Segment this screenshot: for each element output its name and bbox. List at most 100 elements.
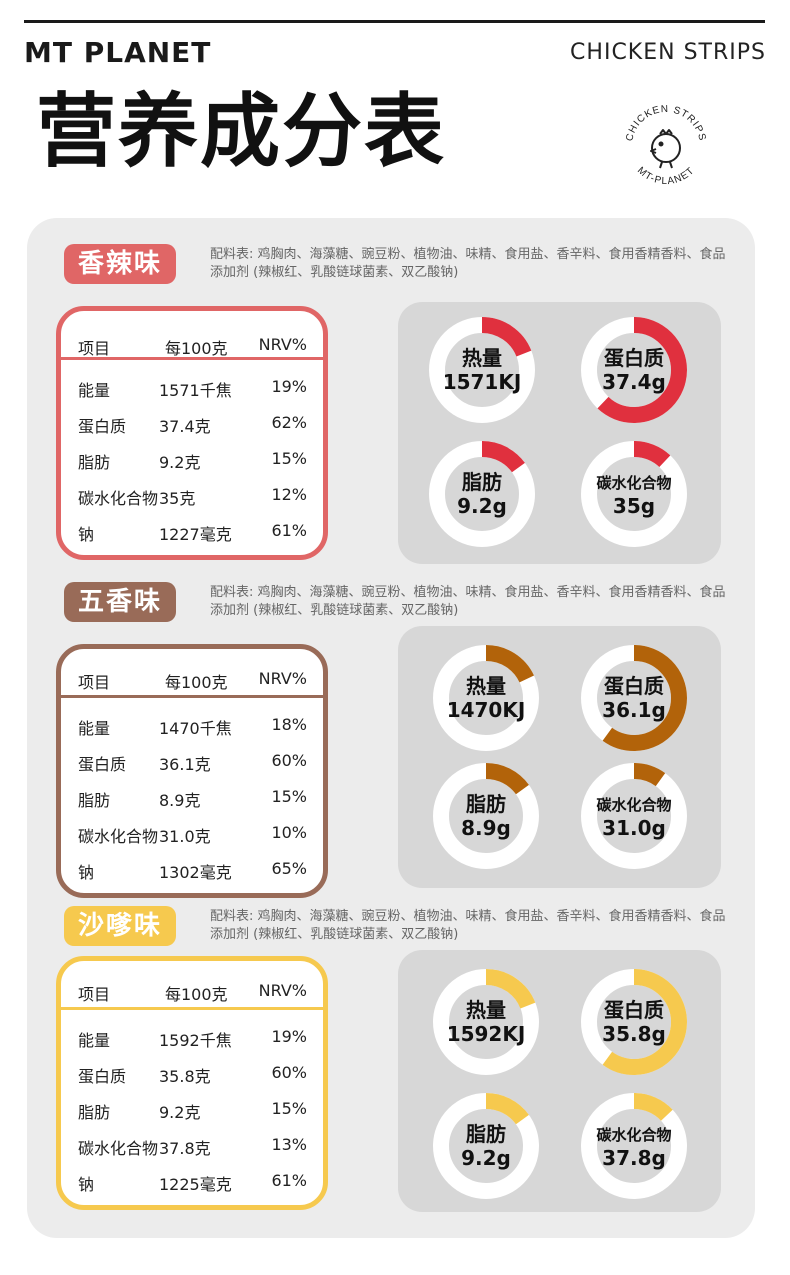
nutrition-table: 项目 每100克 NRV% 能量 1470千焦 18% 蛋白质 36.1克 60% 脂肪… — [56, 644, 328, 898]
row-amount: 8.9克 — [159, 791, 201, 810]
ring-value: 9.2g — [457, 494, 507, 518]
header-divider — [61, 1007, 323, 1010]
ring-chart — [429, 441, 535, 547]
row-nrv: 10% — [271, 823, 307, 842]
ring-chart — [433, 645, 539, 751]
row-name: 碳水化合物 — [78, 1139, 159, 1158]
row-nrv: 61% — [271, 521, 307, 540]
table-header: 项目 每100克 NRV% — [61, 961, 323, 1007]
ring-label: 碳水化合物 — [596, 474, 672, 492]
ring-chart — [433, 969, 539, 1075]
header-item: 项目 — [78, 673, 111, 692]
nutrition-table: 项目 每100克 NRV% 能量 1592千焦 19% 蛋白质 35.8克 60% 脂肪… — [56, 956, 328, 1210]
section-five-spice: 五香味 配料表: 鸡胸肉、海藻糖、豌豆粉、植物油、味精、食用盐、香辛料、食用香精… — [0, 582, 790, 907]
row-nrv: 15% — [271, 449, 307, 468]
ring-panel: 热量 1571KJ 蛋白质 37.4g 脂肪 9.2g 碳水化合物 35g — [398, 302, 721, 564]
ring-chart — [581, 645, 687, 751]
ring-chart — [581, 317, 687, 423]
ring-chart — [581, 969, 687, 1075]
ring-value: 1571KJ — [442, 370, 522, 394]
ring-value: 31.0g — [602, 816, 666, 840]
ring-value: 35.8g — [602, 1022, 666, 1046]
ring-progress-arc — [581, 317, 687, 423]
table-header: 项目 每100克 NRV% — [61, 649, 323, 695]
ring-chart — [429, 317, 535, 423]
ring-value: 1592KJ — [446, 1022, 526, 1046]
ring-panel: 热量 1470KJ 蛋白质 36.1g 脂肪 8.9g 碳水化合物 31.0g — [398, 626, 721, 888]
ring-progress-arc — [581, 1093, 687, 1199]
section-satay: 沙嗲味 配料表: 鸡胸肉、海藻糖、豌豆粉、植物油、味精、食用盐、香辛料、食用香精… — [0, 906, 790, 1231]
ring-progress-arc — [429, 317, 535, 423]
ring-chart — [433, 763, 539, 869]
row-amount: 9.2克 — [159, 453, 201, 472]
row-amount: 37.4克 — [159, 417, 211, 436]
ring-label: 碳水化合物 — [596, 796, 672, 814]
row-amount: 1571千焦 — [159, 381, 232, 400]
ring-fat: 脂肪 8.9g — [432, 762, 540, 870]
row-name: 脂肪 — [78, 791, 111, 810]
row-nrv: 65% — [271, 859, 307, 878]
ring-label: 蛋白质 — [604, 998, 664, 1022]
ring-progress-arc — [581, 969, 687, 1075]
ring-label: 脂肪 — [462, 470, 502, 494]
row-name: 能量 — [78, 719, 111, 738]
ring-progress-arc — [433, 1093, 539, 1199]
row-amount: 1227毫克 — [159, 525, 232, 544]
row-amount: 35.8克 — [159, 1067, 211, 1086]
header-divider — [61, 357, 323, 360]
row-amount: 9.2克 — [159, 1103, 201, 1122]
ring-fat: 脂肪 9.2g — [428, 440, 536, 548]
ring-protein: 蛋白质 36.1g — [580, 644, 688, 752]
row-nrv: 18% — [271, 715, 307, 734]
row-nrv: 19% — [271, 1027, 307, 1046]
row-nrv: 12% — [271, 485, 307, 504]
ring-panel: 热量 1592KJ 蛋白质 35.8g 脂肪 9.2g 碳水化合物 37.8g — [398, 950, 721, 1212]
section-spicy: 香辣味 配料表: 鸡胸肉、海藻糖、豌豆粉、植物油、味精、食用盐、香辛料、食用香精… — [0, 244, 790, 569]
header-per100: 每100克 — [165, 339, 228, 358]
row-amount: 1225毫克 — [159, 1175, 232, 1194]
ingredients-text: 配料表: 鸡胸肉、海藻糖、豌豆粉、植物油、味精、食用盐、香辛料、食用香精香料、食… — [210, 585, 726, 618]
ring-value: 35g — [612, 494, 656, 518]
row-name: 能量 — [78, 381, 111, 400]
row-name: 钠 — [78, 863, 95, 882]
ring-progress-arc — [433, 969, 539, 1075]
ring-progress-arc — [433, 645, 539, 751]
chicken-icon — [650, 129, 681, 169]
ring-label: 热量 — [462, 346, 502, 370]
ring-chart — [433, 1093, 539, 1199]
row-name: 钠 — [78, 525, 95, 544]
ring-carbs: 碳水化合物 35g — [580, 440, 688, 548]
ingredients-text: 配料表: 鸡胸肉、海藻糖、豌豆粉、植物油、味精、食用盐、香辛料、食用香精香料、食… — [210, 909, 726, 942]
ring-value: 8.9g — [461, 816, 511, 840]
row-name: 脂肪 — [78, 453, 111, 472]
flavor-tag: 香辣味 — [64, 244, 177, 284]
product-name: CHICKEN STRIPS — [570, 40, 766, 65]
row-nrv: 15% — [271, 787, 307, 806]
row-name: 脂肪 — [78, 1103, 111, 1122]
header-nrv: NRV% — [258, 669, 307, 688]
ring-energy: 热量 1470KJ — [432, 644, 540, 752]
ring-label: 热量 — [466, 998, 506, 1022]
ring-carbs: 碳水化合物 37.8g — [580, 1092, 688, 1200]
ring-protein: 蛋白质 37.4g — [580, 316, 688, 424]
ring-progress-arc — [429, 441, 535, 547]
header-item: 项目 — [78, 985, 111, 1004]
row-nrv: 60% — [271, 1063, 307, 1082]
row-nrv: 13% — [271, 1135, 307, 1154]
ring-label: 碳水化合物 — [596, 1126, 672, 1144]
row-name: 能量 — [78, 1031, 111, 1050]
ring-value: 37.4g — [602, 370, 666, 394]
ring-value: 37.8g — [602, 1146, 666, 1170]
ring-label: 蛋白质 — [604, 674, 664, 698]
ring-value: 36.1g — [602, 698, 666, 722]
ring-fat: 脂肪 9.2g — [432, 1092, 540, 1200]
ring-energy: 热量 1571KJ — [428, 316, 536, 424]
row-name: 蛋白质 — [78, 755, 127, 774]
chicken-logo-stamp: CHICKEN STRIPS MT-PLANET — [624, 104, 706, 187]
top-rule — [24, 20, 765, 23]
ring-protein: 蛋白质 35.8g — [580, 968, 688, 1076]
ring-carbs: 碳水化合物 31.0g — [580, 762, 688, 870]
row-amount: 37.8克 — [159, 1139, 211, 1158]
header-per100: 每100克 — [165, 673, 228, 692]
row-amount: 1302毫克 — [159, 863, 232, 882]
